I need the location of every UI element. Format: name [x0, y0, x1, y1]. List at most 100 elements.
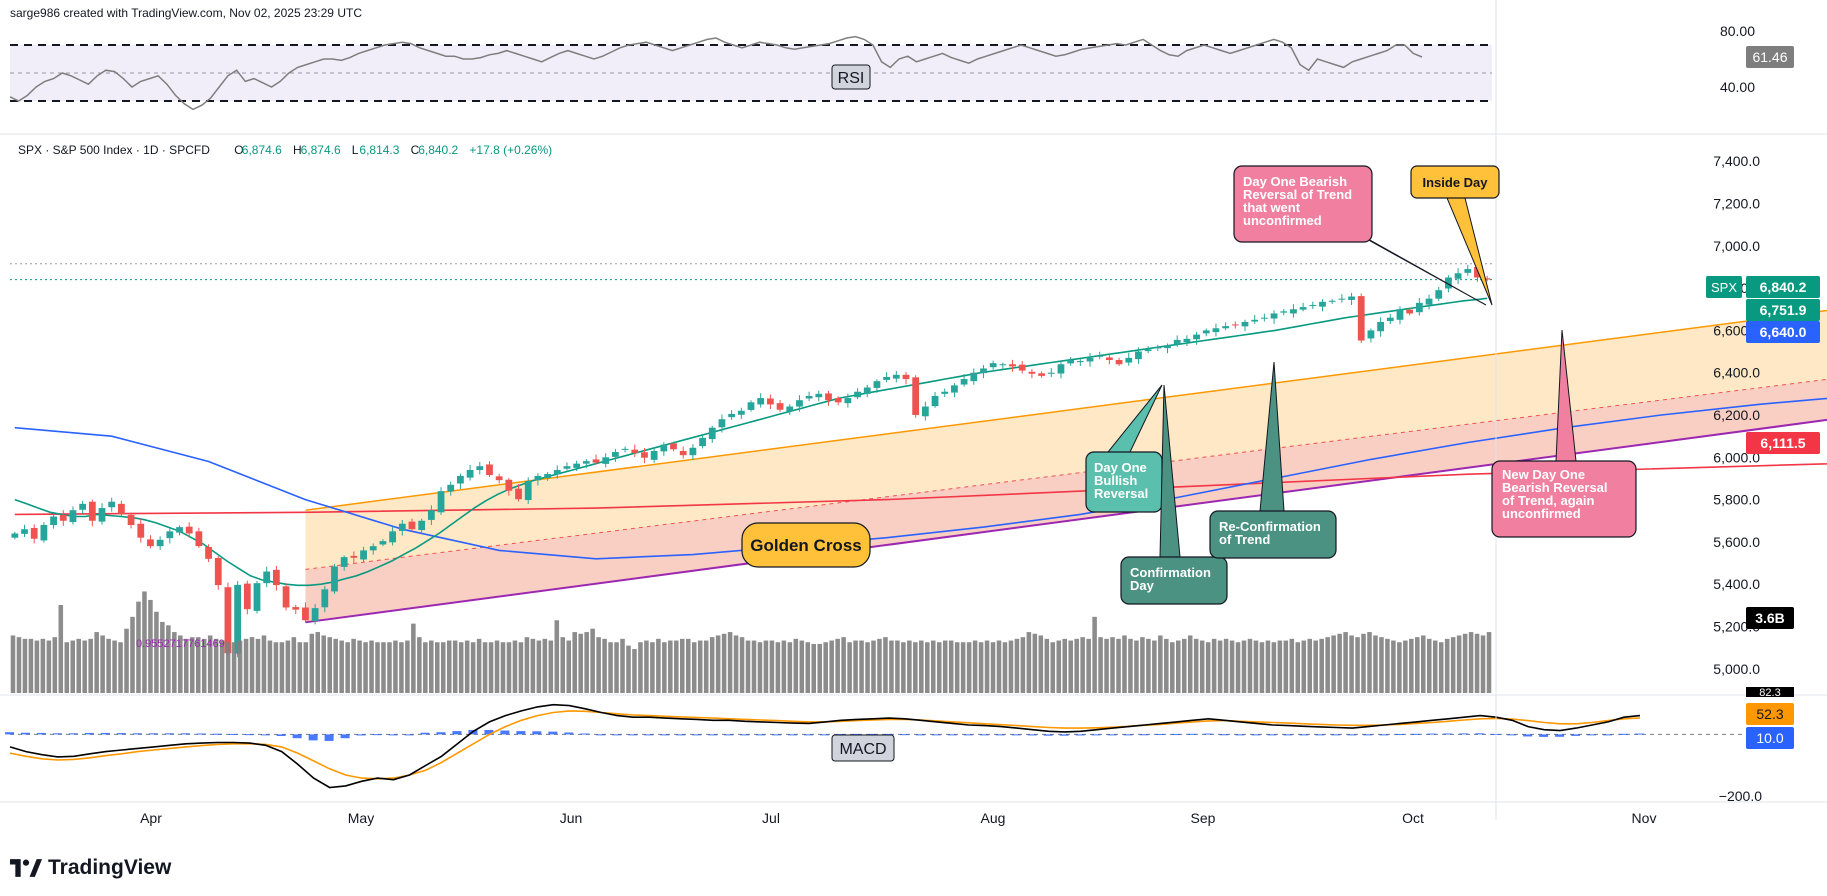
volume-bar — [680, 638, 685, 693]
volume-bar — [458, 642, 464, 693]
candle-body — [921, 406, 929, 417]
volume-bar — [1128, 638, 1133, 693]
volume-bar — [1468, 632, 1474, 693]
candle-body — [331, 566, 338, 592]
volume-bar — [1086, 638, 1091, 693]
candle — [825, 390, 832, 406]
candle-body — [437, 491, 445, 513]
macd-hist-bar — [1315, 734, 1325, 736]
candle — [728, 410, 736, 420]
candle — [1096, 351, 1104, 360]
channel-mid-line — [305, 378, 1827, 570]
volume-bar — [799, 640, 805, 693]
candle — [437, 487, 445, 515]
volume-bar — [130, 616, 135, 693]
price-pane[interactable]: SPX · S&P 500 Index · 1D · SPCFD O6,874.6… — [10, 143, 1827, 658]
volume-bar — [1038, 635, 1044, 693]
macd-hist-bar — [1171, 733, 1181, 735]
candle-body — [1377, 321, 1384, 332]
macd-hist-bar — [356, 734, 366, 736]
candle-body — [1202, 330, 1210, 334]
candle-body — [389, 531, 396, 543]
volume-bar — [853, 640, 858, 693]
candle — [21, 524, 28, 538]
candle — [582, 459, 590, 469]
volume-bar — [1187, 635, 1193, 693]
macd-hist-bar — [644, 734, 654, 736]
volume-bar — [261, 635, 267, 693]
volume-bar — [213, 638, 219, 693]
month-tick-label: Aug — [981, 810, 1006, 826]
candle — [989, 360, 997, 370]
candle-body — [621, 448, 629, 450]
candle-body — [1038, 373, 1045, 376]
candle — [708, 425, 716, 443]
candle — [108, 497, 116, 512]
macd-hist-bar — [740, 734, 750, 736]
trendline-purple — [305, 418, 1827, 624]
volume-bar — [273, 642, 279, 693]
volume-bar — [578, 633, 583, 693]
candle-body — [1260, 317, 1268, 319]
candle-body — [786, 406, 794, 412]
candle-body — [766, 398, 774, 405]
legend-change: +17.8 (+0.26%) — [469, 143, 552, 157]
candle — [195, 527, 203, 548]
volume-bar — [1026, 632, 1032, 693]
volume-bar — [339, 640, 344, 693]
bearish-unconfirmed-callout-box — [1233, 165, 1373, 243]
volume-bar — [650, 642, 655, 693]
macd-hist-bar — [1603, 734, 1613, 736]
candle-body — [486, 464, 493, 476]
candle-body — [728, 413, 736, 418]
channel-upper-line — [305, 309, 1827, 511]
candle-body — [941, 391, 949, 394]
candle-body — [1076, 361, 1084, 363]
macd-pane[interactable]: MACD — [0, 694, 1827, 789]
price-tick-label: 6,400.0 — [1713, 365, 1760, 381]
macd-hist-bar — [516, 731, 526, 735]
volume-bar — [1223, 638, 1229, 693]
volume-bar — [925, 642, 930, 693]
macd-hist-bar — [820, 734, 829, 736]
macd-hist-bar — [1523, 734, 1533, 737]
volume-bar — [369, 640, 374, 693]
volume-bar — [1385, 638, 1390, 693]
volume-bar — [954, 642, 960, 693]
candle — [863, 384, 871, 398]
candle-body — [243, 583, 251, 610]
bearish-unconfirmed-callout-text: that went — [1243, 200, 1301, 215]
volume-bar — [1361, 633, 1366, 693]
candle-body — [505, 479, 513, 491]
candle-body — [805, 395, 813, 399]
volume-bar — [267, 640, 273, 693]
volume-bar — [1426, 638, 1432, 693]
rsi-pane[interactable]: 80.00 40.00 61.46 RSI — [0, 23, 1827, 135]
volume-bar — [70, 640, 76, 693]
candle — [253, 581, 261, 614]
candle — [1338, 294, 1346, 303]
candle-body — [873, 381, 881, 388]
volume-bar — [1456, 635, 1462, 693]
tradingview-brand[interactable]: TradingView — [10, 856, 171, 880]
volume-bar — [1438, 642, 1444, 693]
macd-hist-bar — [436, 732, 446, 735]
candle-body — [495, 476, 503, 481]
rsi-tick-label: 80.00 — [1720, 23, 1755, 39]
candle-body — [1445, 277, 1452, 289]
candle — [1260, 313, 1268, 322]
volume-bar — [1062, 638, 1068, 693]
candle — [631, 444, 639, 458]
candle-body — [980, 368, 987, 374]
volume-bar — [1140, 637, 1145, 693]
volume-bar — [154, 611, 159, 693]
candle-body — [563, 466, 571, 469]
macd-hist-bar — [596, 734, 606, 736]
legend-o-label: O — [234, 143, 243, 157]
candle — [98, 503, 106, 525]
volume-bar — [1259, 642, 1265, 693]
candle — [1135, 347, 1142, 364]
candle — [379, 539, 387, 547]
macd-hist-bar — [1107, 734, 1117, 736]
